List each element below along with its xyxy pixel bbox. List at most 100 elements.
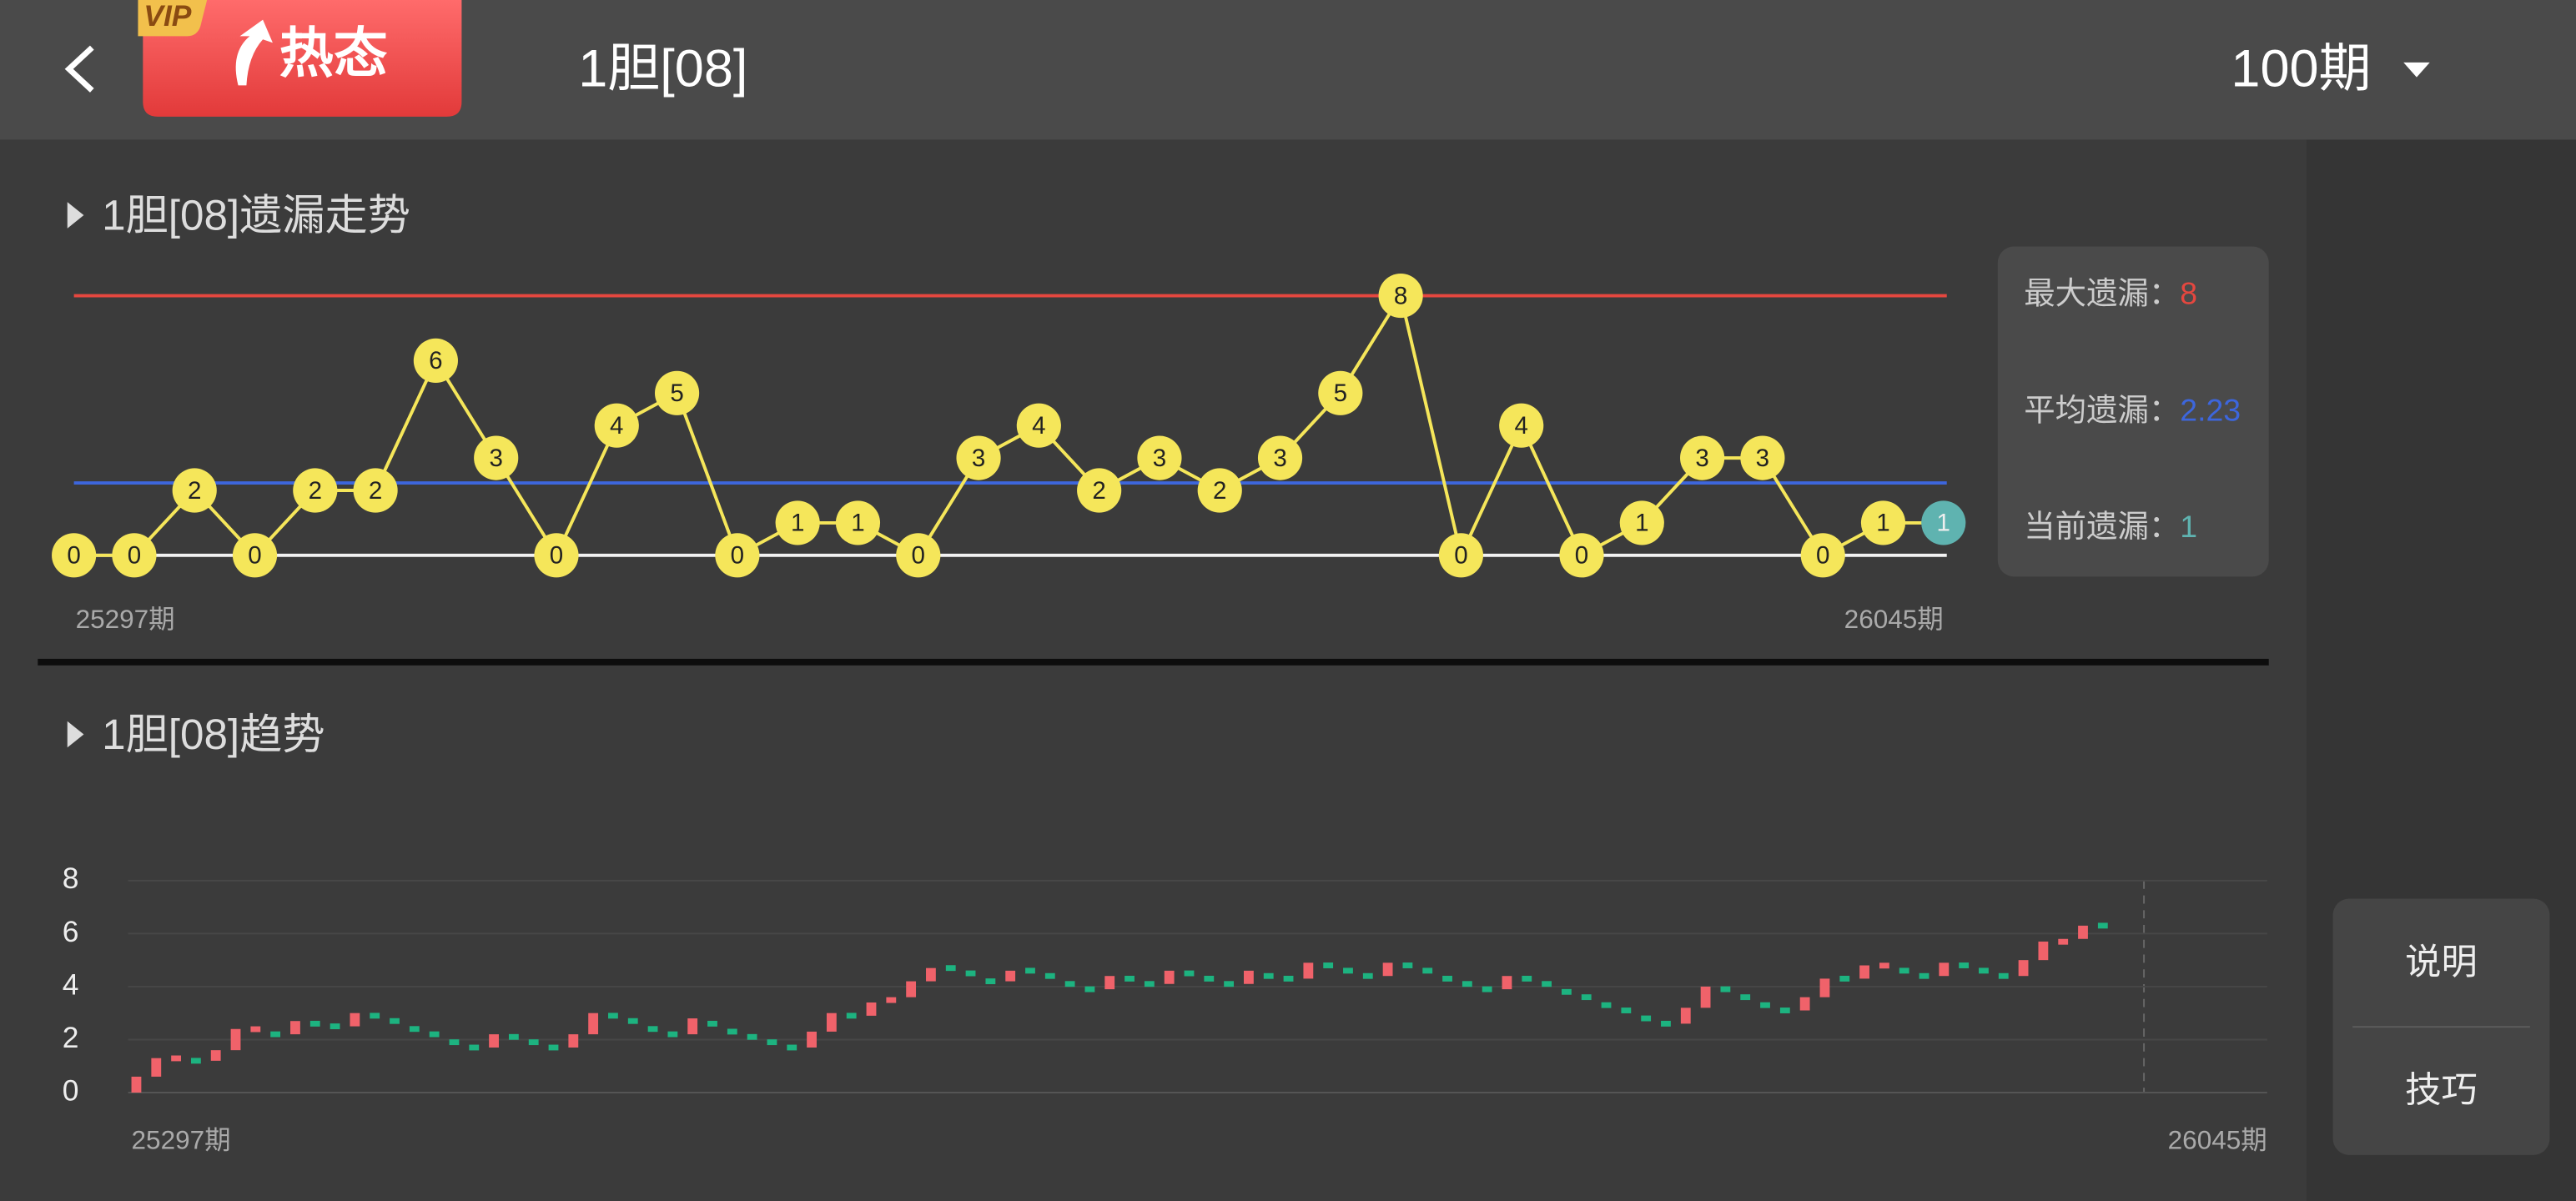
hot-label: 热态 xyxy=(279,23,388,83)
point-label: 0 xyxy=(67,542,80,570)
up-bar xyxy=(131,1076,142,1093)
x-tick-label: 26045期 xyxy=(1844,604,1944,634)
miss-point xyxy=(896,533,941,578)
up-bar xyxy=(1819,978,1830,997)
down-bar xyxy=(309,1020,320,1027)
miss-point xyxy=(172,468,217,513)
point-label: 4 xyxy=(1032,412,1045,440)
down-bar xyxy=(846,1013,857,1019)
section-icon xyxy=(67,202,84,229)
down-bar xyxy=(1959,962,1970,968)
vip-label: VIP xyxy=(143,0,191,33)
point-label: 3 xyxy=(489,445,502,472)
point-label: 6 xyxy=(429,347,442,374)
down-bar xyxy=(1283,975,1294,982)
point-label: 8 xyxy=(1394,282,1407,309)
down-bar xyxy=(1362,972,1373,979)
back-button[interactable] xyxy=(64,45,94,93)
down-bar xyxy=(667,1031,678,1038)
point-label: 0 xyxy=(1816,542,1829,570)
period-select[interactable]: 100期 xyxy=(2231,39,2430,98)
miss-point xyxy=(1137,435,1182,480)
up-bar xyxy=(1859,965,1869,979)
point-label: 4 xyxy=(610,412,623,440)
down-bar xyxy=(1124,975,1135,982)
point-label: 5 xyxy=(1334,379,1347,407)
down-bar xyxy=(190,1058,201,1064)
down-bar xyxy=(548,1044,559,1051)
up-bar xyxy=(290,1021,300,1035)
up-bar xyxy=(807,1031,817,1048)
down-bar xyxy=(1025,967,1035,974)
down-bar xyxy=(508,1033,519,1040)
stats-box xyxy=(1997,246,2269,577)
miss-point xyxy=(956,435,1001,480)
down-bar xyxy=(727,1028,737,1035)
miss-point xyxy=(1438,533,1484,578)
down-bar xyxy=(1442,975,1452,982)
miss-point xyxy=(654,370,700,415)
down-bar xyxy=(449,1039,460,1046)
stat-label: 平均遗漏： xyxy=(2024,392,2180,427)
up-bar xyxy=(1879,962,1889,969)
point-label: 0 xyxy=(731,542,744,570)
down-bar xyxy=(1561,988,1572,995)
up-bar xyxy=(886,997,897,1003)
down-bar xyxy=(627,1018,638,1024)
up-bar xyxy=(1382,962,1393,977)
down-bar xyxy=(1601,1002,1612,1008)
miss-point xyxy=(594,403,639,448)
down-bar xyxy=(1482,986,1492,992)
period-label: 100期 xyxy=(2231,39,2371,98)
point-label: 3 xyxy=(1756,445,1769,472)
stat-value: 8 xyxy=(2180,275,2197,310)
miss-point xyxy=(1800,533,1845,578)
miss-point xyxy=(1016,403,1061,448)
miss-point xyxy=(1499,403,1544,448)
point-label: 2 xyxy=(369,477,382,505)
up-bar xyxy=(588,1013,599,1035)
up-bar xyxy=(1244,970,1254,984)
down-bar xyxy=(409,1026,420,1033)
up-bar xyxy=(1799,997,1810,1011)
miss-point xyxy=(775,500,820,545)
up-bar xyxy=(250,1026,261,1033)
dropdown-icon xyxy=(2403,62,2430,78)
down-bar xyxy=(429,1031,440,1038)
stat-label: 当前遗漏： xyxy=(2024,509,2180,544)
down-bar xyxy=(965,970,976,977)
hot-button[interactable]: 热态 xyxy=(143,0,462,117)
point-label: 0 xyxy=(912,542,925,570)
point-label: 1 xyxy=(791,510,804,537)
up-bar xyxy=(151,1058,162,1077)
help-button[interactable]: 说明 xyxy=(2405,942,2478,982)
up-bar xyxy=(906,981,917,997)
miss-point xyxy=(112,533,157,578)
down-bar xyxy=(1661,1020,1671,1027)
tips-button[interactable]: 技巧 xyxy=(2405,1070,2478,1110)
up-bar xyxy=(2078,925,2088,939)
miss-point xyxy=(1860,500,1906,545)
up-bar xyxy=(1303,962,1314,979)
down-bar xyxy=(1402,962,1413,968)
point-label: 3 xyxy=(1273,445,1286,472)
down-bar xyxy=(390,1018,400,1024)
miss-point xyxy=(474,435,519,480)
down-bar xyxy=(1542,981,1552,987)
point-label: 2 xyxy=(1092,477,1105,505)
point-label: 3 xyxy=(1695,445,1708,472)
point-label: 0 xyxy=(248,542,261,570)
up-bar xyxy=(489,1034,499,1048)
miss-point xyxy=(1559,533,1604,578)
section-title: 1胆[08]趋势 xyxy=(102,711,325,758)
down-bar xyxy=(787,1044,797,1051)
miss-point xyxy=(1378,273,1423,319)
up-bar xyxy=(1939,962,1950,977)
down-bar xyxy=(1263,972,1274,979)
down-bar xyxy=(2097,922,2108,929)
point-label: 1 xyxy=(1635,510,1648,537)
up-bar xyxy=(210,1050,221,1061)
point-label: 2 xyxy=(1213,477,1226,505)
down-bar xyxy=(767,1039,777,1046)
up-bar xyxy=(1502,976,1512,990)
